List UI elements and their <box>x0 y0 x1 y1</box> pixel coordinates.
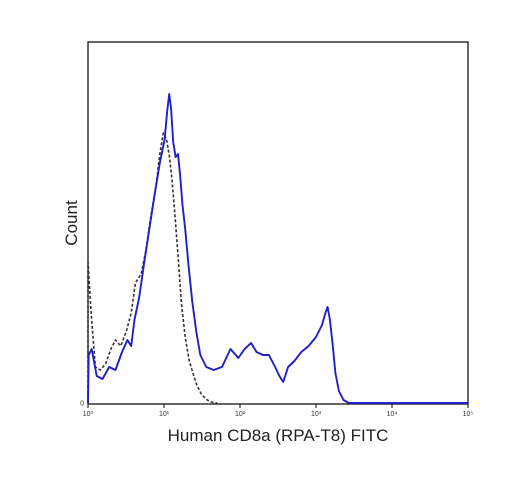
stained-sample-curve <box>87 93 468 404</box>
x-tick-label: 10¹ <box>159 411 170 418</box>
y-axis-title: Count <box>62 200 81 246</box>
x-tick-label: 10⁴ <box>387 411 398 418</box>
x-axis-ticks: 10⁰ 10¹ 10² 10³ 10⁴ 10⁵ <box>83 404 474 418</box>
x-axis-title: Human CD8a (RPA-T8) FITC <box>168 426 389 445</box>
plot-frame <box>87 41 469 405</box>
x-tick-label: 10⁵ <box>463 411 474 418</box>
y-tick-label: 0 <box>80 401 84 408</box>
x-tick-label: 10⁰ <box>83 410 94 418</box>
x-tick-label: 10² <box>235 411 246 418</box>
series-layer <box>87 93 468 404</box>
y-axis-ticks: 0 <box>80 401 84 408</box>
isotype-control-curve <box>87 132 218 404</box>
x-tick-label: 10³ <box>311 411 322 418</box>
